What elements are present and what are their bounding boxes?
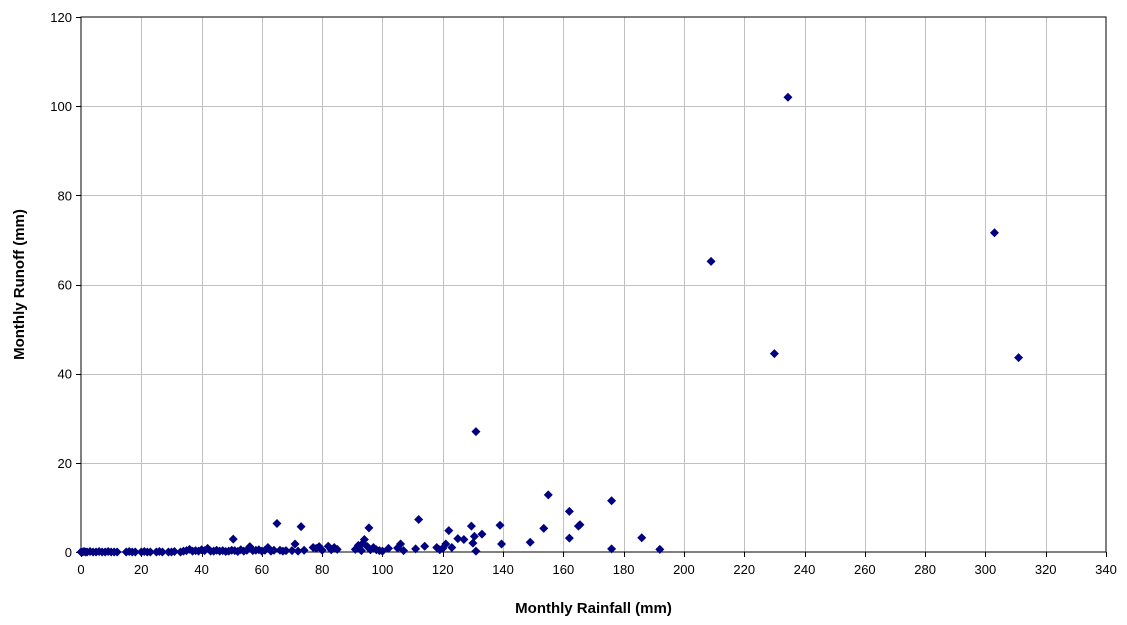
plot-area: [81, 17, 1106, 552]
y-tick-label: 40: [58, 367, 72, 382]
data-point: [399, 546, 409, 556]
x-tick-label: 20: [134, 562, 148, 577]
data-point: [299, 545, 309, 555]
x-tick-label: 140: [492, 562, 514, 577]
data-point: [539, 523, 549, 533]
y-tick-label: 60: [58, 278, 72, 293]
x-tick-label: 340: [1095, 562, 1117, 577]
data-point: [157, 547, 167, 557]
x-axis-title: Monthly Rainfall (mm): [515, 600, 672, 617]
x-tick-label: 220: [733, 562, 755, 577]
data-point: [471, 427, 481, 437]
x-tick-labels: 0 20 40 60 80 100 120 140 160 180 200 220 240 260 280 3…: [77, 562, 1116, 577]
plot-border: [80, 16, 1107, 553]
data-point: [112, 547, 122, 557]
x-tick-label: 100: [372, 562, 394, 577]
x-tick-label: 80: [315, 562, 329, 577]
y-tick-labels: 0 20 40 60 80 100 120: [50, 10, 72, 560]
y-tick-label: 100: [50, 99, 72, 114]
data-points: [76, 92, 1024, 557]
y-tick-label: 0: [65, 545, 72, 560]
x-tick-label: 260: [854, 562, 876, 577]
data-point: [444, 526, 454, 536]
x-tick-label: 240: [794, 562, 816, 577]
data-point: [469, 531, 479, 541]
data-point: [290, 539, 300, 549]
y-tick-label: 80: [58, 188, 72, 203]
data-point: [441, 539, 451, 549]
data-point: [1014, 353, 1024, 363]
data-point: [414, 514, 424, 524]
data-point: [637, 533, 647, 543]
data-point: [453, 534, 463, 544]
x-tick-label: 160: [553, 562, 575, 577]
data-point: [497, 539, 507, 549]
data-point: [655, 544, 665, 554]
x-tick-label: 40: [194, 562, 208, 577]
data-point: [477, 529, 487, 539]
data-point: [356, 546, 366, 556]
y-axis-title: Monthly Runoff (mm): [11, 209, 28, 360]
data-point: [769, 349, 779, 359]
data-point: [447, 543, 457, 553]
data-point: [317, 545, 327, 555]
gridlines: [81, 17, 1106, 552]
y-tick-label: 20: [58, 456, 72, 471]
data-point: [466, 521, 476, 531]
x-tick-label: 180: [613, 562, 635, 577]
data-point: [459, 535, 469, 545]
data-point: [411, 544, 421, 554]
data-point: [293, 546, 303, 556]
data-point: [281, 546, 291, 556]
data-point: [169, 547, 179, 557]
data-point: [130, 547, 140, 557]
data-point: [468, 538, 478, 548]
data-point: [269, 545, 279, 555]
x-tick-label: 320: [1035, 562, 1057, 577]
data-point: [396, 539, 406, 549]
data-point: [989, 228, 999, 238]
data-point: [364, 523, 374, 533]
data-point: [471, 546, 481, 556]
data-point: [525, 537, 535, 547]
data-point: [332, 544, 342, 554]
data-point: [420, 541, 430, 551]
data-point: [564, 533, 574, 543]
data-point: [564, 506, 574, 516]
data-point: [783, 92, 793, 102]
data-point: [706, 256, 716, 266]
data-point: [543, 490, 553, 500]
x-tick-label: 0: [77, 562, 84, 577]
data-point: [575, 520, 585, 530]
x-tick-label: 120: [432, 562, 454, 577]
data-point: [228, 534, 238, 544]
data-point: [359, 535, 369, 545]
x-tick-label: 300: [975, 562, 997, 577]
data-point: [607, 544, 617, 554]
x-tick-label: 280: [914, 562, 936, 577]
data-point: [384, 543, 393, 553]
y-tick-label: 120: [50, 10, 72, 25]
data-point: [495, 520, 505, 530]
data-point: [607, 496, 617, 506]
data-point: [296, 522, 306, 532]
data-point: [287, 546, 297, 556]
x-tick-label: 60: [255, 562, 269, 577]
data-point: [272, 518, 282, 528]
x-tick-label: 200: [673, 562, 695, 577]
data-point: [145, 547, 155, 557]
